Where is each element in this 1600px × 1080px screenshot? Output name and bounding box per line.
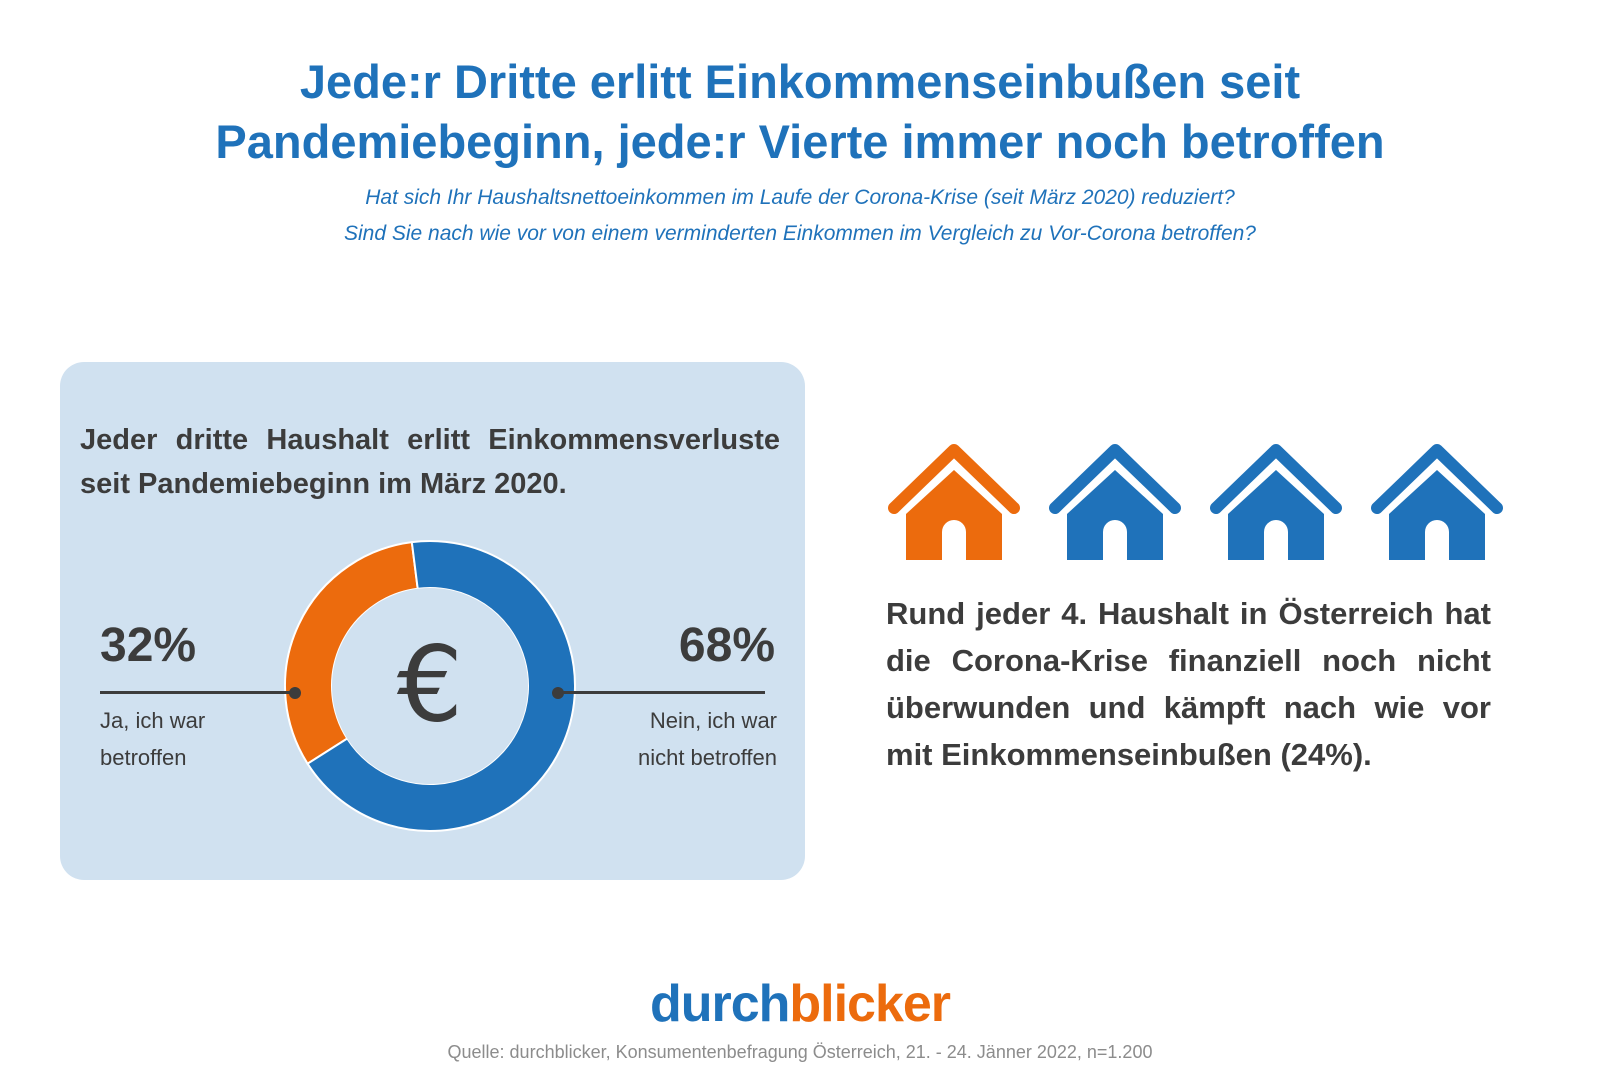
brand-logo: durchblicker xyxy=(0,975,1600,1033)
leader-line-no xyxy=(558,691,765,694)
slice-label-no-line-1: Nein, ich war xyxy=(649,708,777,733)
title-line-2: Pandemiebeginn, jede:r Vierte immer noch… xyxy=(215,115,1385,168)
source-note: Quelle: durchblicker, Konsumentenbefragu… xyxy=(447,1042,1153,1062)
chart-heading-line-2: seit Pandemiebeginn im März 2020. xyxy=(80,468,567,500)
survey-questions: Hat sich Ihr Haushaltsnettoeinkommen im … xyxy=(0,180,1600,252)
donut-chart-panel: Jeder dritte Haushalt erlitt Einkommensv… xyxy=(60,362,805,880)
page-title: Jede:r Dritte erlitt Einkommenseinbußen … xyxy=(0,52,1600,172)
leader-dot-yes xyxy=(289,687,301,699)
slice-label-no: Nein, ich war nicht betroffen xyxy=(638,702,777,776)
slice-label-yes-line-2: betroffen xyxy=(100,745,187,770)
slice-value-yes: 32% xyxy=(100,619,197,672)
house-icon xyxy=(1047,440,1183,566)
donut-hole xyxy=(332,588,528,784)
summary-text: Rund jeder 4. Haushalt in Österreich hat… xyxy=(886,596,1491,772)
house-icons-row xyxy=(886,440,1506,570)
house-icon xyxy=(1208,440,1344,566)
question-2: Sind Sie nach wie vor von einem verminde… xyxy=(343,222,1256,245)
house-icon xyxy=(1369,440,1505,566)
house-icon xyxy=(886,440,1022,566)
logo-part-blicker: blicker xyxy=(789,975,951,1033)
slice-value-no: 68% xyxy=(678,619,775,672)
question-1: Hat sich Ihr Haushaltsnettoeinkommen im … xyxy=(365,186,1235,209)
chart-heading: Jeder dritte Haushalt erlitt Einkommensv… xyxy=(80,418,780,506)
donut-chart: € xyxy=(284,540,576,832)
slice-label-yes: Ja, ich war betroffen xyxy=(100,702,205,776)
chart-heading-line-1: Jeder dritte Haushalt erlitt Einkommensv… xyxy=(80,424,780,456)
slice-label-yes-line-1: Ja, ich war xyxy=(100,708,206,733)
title-line-1: Jede:r Dritte erlitt Einkommenseinbußen … xyxy=(299,55,1301,108)
slice-label-no-line-2: nicht betroffen xyxy=(637,745,777,770)
leader-dot-no xyxy=(552,687,564,699)
logo-part-durch: durch xyxy=(649,975,790,1033)
euro-icon: € xyxy=(397,623,463,745)
leader-line-yes xyxy=(100,691,295,694)
